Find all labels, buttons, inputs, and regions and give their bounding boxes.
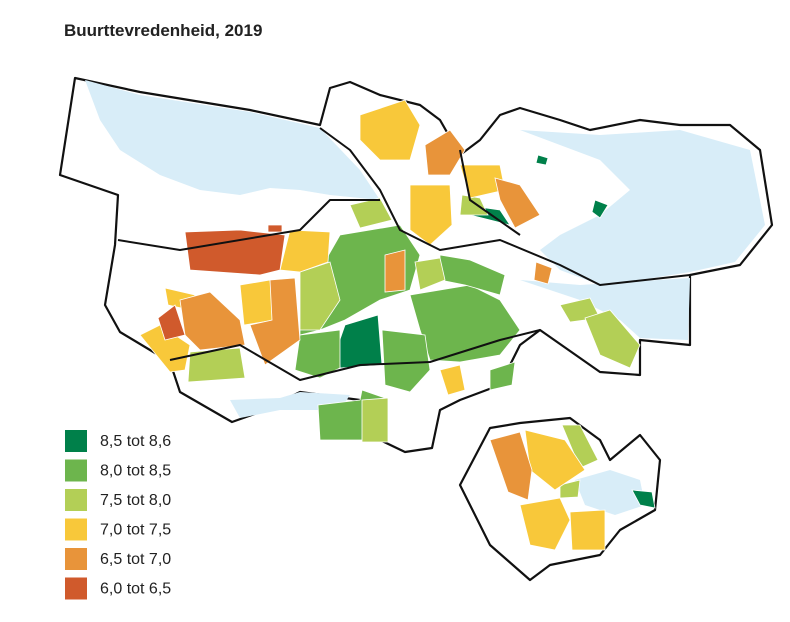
neighbourhood [279,229,331,273]
neighbourhood [631,489,656,509]
district-border [459,149,521,236]
neighbourhood [361,397,389,443]
district-border [169,329,541,381]
legend-label: 6,0 tot 6,5 [100,581,171,598]
neighbourhood [384,249,406,293]
legend-label: 8,5 tot 8,6 [100,433,171,450]
district-border [319,127,691,286]
neighbourhood [584,309,641,369]
neighbourhood [519,497,571,551]
legend-swatch [65,430,87,452]
neighbourhood [533,261,553,285]
neighbourhood [591,199,609,219]
legend-swatch [65,459,87,482]
neighbourhood [157,304,186,341]
neighbourhood [489,361,516,391]
neighbourhood [409,184,453,246]
map [58,76,774,582]
neighbourhood [489,431,533,501]
neighbourhood [424,129,466,176]
water [230,392,350,418]
legend-label: 8,0 tot 8,5 [100,463,171,480]
legend-swatch [65,489,87,511]
neighbourhood [414,257,446,291]
legend-swatch [65,518,87,541]
neighbourhood [359,99,421,161]
legend: 8,5 tot 8,6 8,0 tot 8,5 7,5 tot 8,0 7,0 tot… [65,430,171,600]
neighbourhood [535,154,549,166]
neighbourhood [239,279,276,326]
legend-swatch [65,548,87,570]
legend-swatch [65,577,87,600]
neighbourhood [267,224,283,233]
legend-label: 7,5 tot 8,0 [100,492,171,509]
neighbourhood [184,229,286,276]
district-border [117,199,380,251]
neighbourhood [249,277,301,366]
water [575,470,645,515]
water [85,80,380,200]
water [520,278,690,340]
neighbourhood [187,347,246,383]
water [520,130,765,285]
neighbourhood [299,261,341,331]
neighbourhood [439,364,466,396]
neighbourhood [494,177,541,229]
legend-label: 6,5 tot 7,0 [100,551,171,568]
map-title: Buurttevredenheid, 2019 [64,21,262,40]
neighbourhood [381,329,431,393]
neighbourhood [569,509,606,551]
legend-label: 7,0 tot 7,5 [100,522,171,539]
neighbourhood [559,479,581,499]
